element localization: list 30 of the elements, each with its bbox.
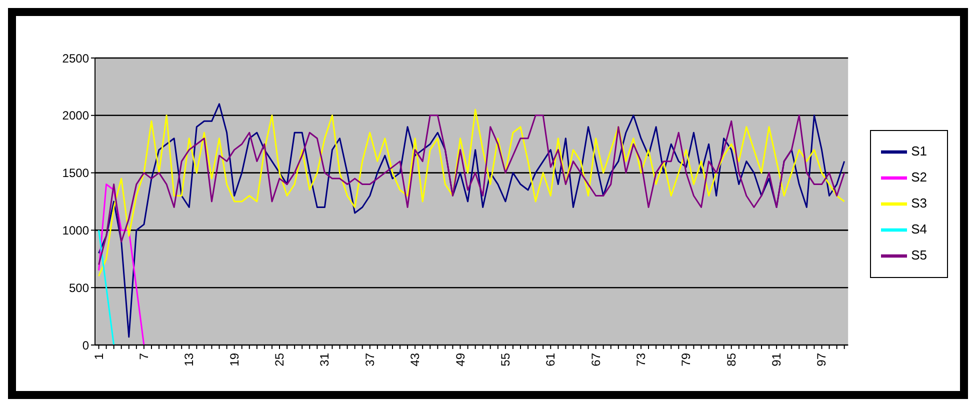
x-tick-label: 55 bbox=[498, 352, 512, 366]
y-tick-label: 2500 bbox=[62, 51, 90, 66]
x-tick-label: 37 bbox=[362, 352, 377, 366]
x-tick-label: 1 bbox=[92, 352, 106, 360]
x-tick-label: 67 bbox=[588, 352, 603, 366]
x-tick-label: 31 bbox=[318, 352, 332, 366]
x-tick-label: 91 bbox=[770, 352, 784, 366]
x-tick-label: 49 bbox=[453, 352, 468, 366]
x-tick-label: 25 bbox=[272, 352, 287, 366]
x-tick-label: 79 bbox=[679, 352, 694, 366]
x-tick-label: 43 bbox=[408, 352, 422, 366]
x-tick-label: 85 bbox=[724, 352, 738, 366]
line-series bbox=[98, 103, 846, 338]
y-tick-label: 500 bbox=[68, 280, 90, 295]
y-tick-label: 1500 bbox=[62, 166, 90, 180]
x-tick-label: 19 bbox=[227, 352, 242, 366]
y-tick-label: 1000 bbox=[62, 223, 90, 238]
legend-label: S1 bbox=[911, 142, 927, 158]
y-tick-label: 2000 bbox=[62, 108, 90, 123]
x-tick-label: 7 bbox=[136, 352, 151, 360]
x-tick-label: 61 bbox=[544, 352, 558, 366]
legend-label: S4 bbox=[911, 220, 927, 236]
x-tick-label: 13 bbox=[182, 352, 196, 366]
legend-label: S2 bbox=[911, 168, 927, 184]
y-tick-label: 0 bbox=[82, 338, 90, 352]
x-tick-label: 97 bbox=[814, 352, 829, 366]
legend-label: S3 bbox=[911, 194, 927, 210]
x-tick-label: 73 bbox=[634, 352, 648, 366]
legend-label: S5 bbox=[911, 246, 927, 262]
line-series bbox=[98, 184, 145, 345]
